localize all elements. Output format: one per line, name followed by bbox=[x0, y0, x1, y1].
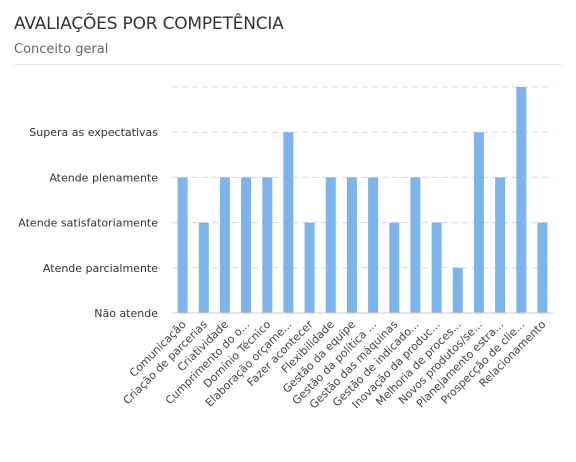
chart-title: AVALIAÇÕES POR COMPETÊNCIA bbox=[14, 14, 284, 34]
bar[interactable] bbox=[304, 222, 315, 313]
bar[interactable] bbox=[262, 177, 273, 313]
y-axis-labels: Não atende Atende parcialmente Atende sati… bbox=[18, 126, 158, 320]
bar[interactable] bbox=[368, 177, 379, 313]
y-tick-label: Atende parcialmente bbox=[43, 262, 158, 275]
bar[interactable] bbox=[389, 222, 400, 313]
header-divider bbox=[14, 64, 562, 65]
bar[interactable] bbox=[325, 177, 336, 313]
bar[interactable] bbox=[431, 222, 442, 313]
bar[interactable] bbox=[283, 132, 294, 313]
chart-subtitle: Conceito geral bbox=[14, 42, 109, 57]
bar[interactable] bbox=[516, 87, 527, 313]
bar[interactable] bbox=[410, 177, 421, 313]
bar[interactable] bbox=[495, 177, 506, 313]
bar[interactable] bbox=[219, 177, 230, 313]
gridlines bbox=[172, 86, 553, 269]
bar[interactable] bbox=[452, 267, 463, 313]
y-tick-label: Não atende bbox=[94, 307, 158, 320]
y-tick-label: Supera as expectativas bbox=[29, 126, 158, 139]
bar[interactable] bbox=[346, 177, 357, 313]
bar[interactable] bbox=[537, 222, 548, 313]
bar[interactable] bbox=[473, 132, 484, 313]
bar[interactable] bbox=[198, 222, 209, 313]
bars bbox=[177, 87, 548, 313]
bar[interactable] bbox=[241, 177, 252, 313]
bar[interactable] bbox=[177, 177, 188, 313]
y-tick-label: Atende satisfatoriamente bbox=[18, 217, 158, 230]
y-tick-label: Atende plenamente bbox=[49, 171, 158, 184]
